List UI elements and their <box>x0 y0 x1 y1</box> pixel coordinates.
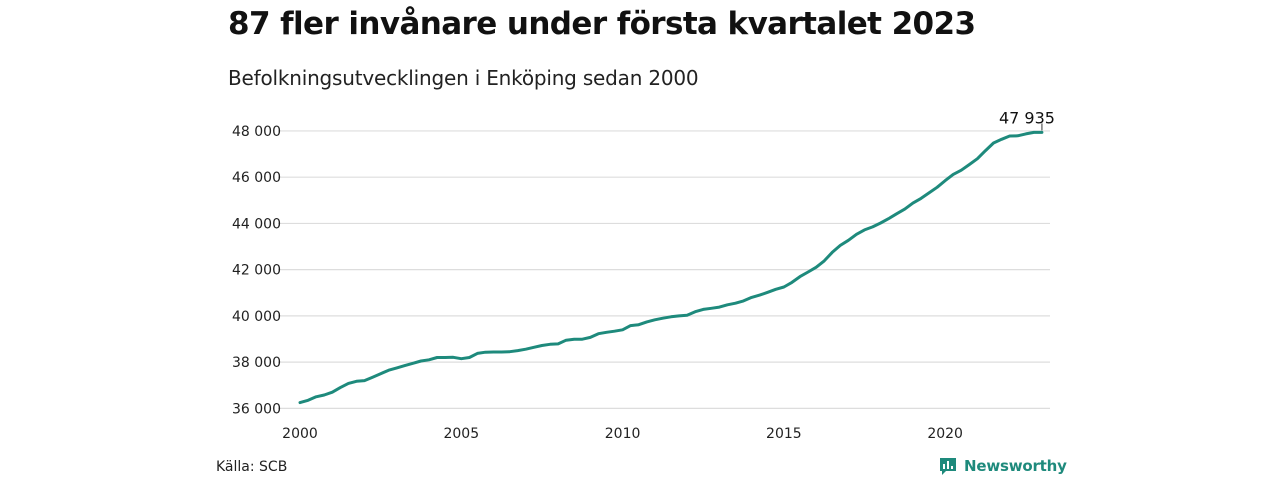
chart-annotation: 47 935 <box>999 108 1055 131</box>
source-note: Källa: SCB <box>216 459 288 475</box>
chart-grid <box>278 130 1050 409</box>
bar-chart-logo-icon <box>940 458 956 475</box>
end-value-label: 47 935 <box>999 108 1055 127</box>
y-tick-label: 42 000 <box>232 263 281 279</box>
y-tick-label: 36 000 <box>232 401 281 417</box>
y-tick-label: 48 000 <box>232 124 281 140</box>
chart-title: 87 fler invånare under första kvartalet … <box>228 6 976 42</box>
y-tick-label: 46 000 <box>232 170 281 186</box>
x-tick-label: 2020 <box>927 426 963 442</box>
series-line <box>298 130 1044 405</box>
chart-series <box>298 130 1044 405</box>
y-tick-label: 40 000 <box>232 309 281 325</box>
x-tick-label: 2010 <box>605 426 641 442</box>
y-axis: 36 000 38 000 40 000 42 000 44 000 46 000 48 0… <box>232 124 281 417</box>
y-tick-label: 38 000 <box>232 355 281 371</box>
x-tick-label: 2005 <box>443 426 479 442</box>
x-axis: 2000 2005 2010 2015 2020 <box>282 426 963 442</box>
chart-subtitle: Befolkningsutvecklingen i Enköping sedan… <box>228 66 699 90</box>
x-tick-label: 2000 <box>282 426 318 442</box>
brand-name: Newsworthy <box>964 457 1067 475</box>
x-tick-label: 2015 <box>766 426 802 442</box>
brand-logo: Newsworthy <box>938 456 1067 476</box>
y-tick-label: 44 000 <box>232 216 281 232</box>
